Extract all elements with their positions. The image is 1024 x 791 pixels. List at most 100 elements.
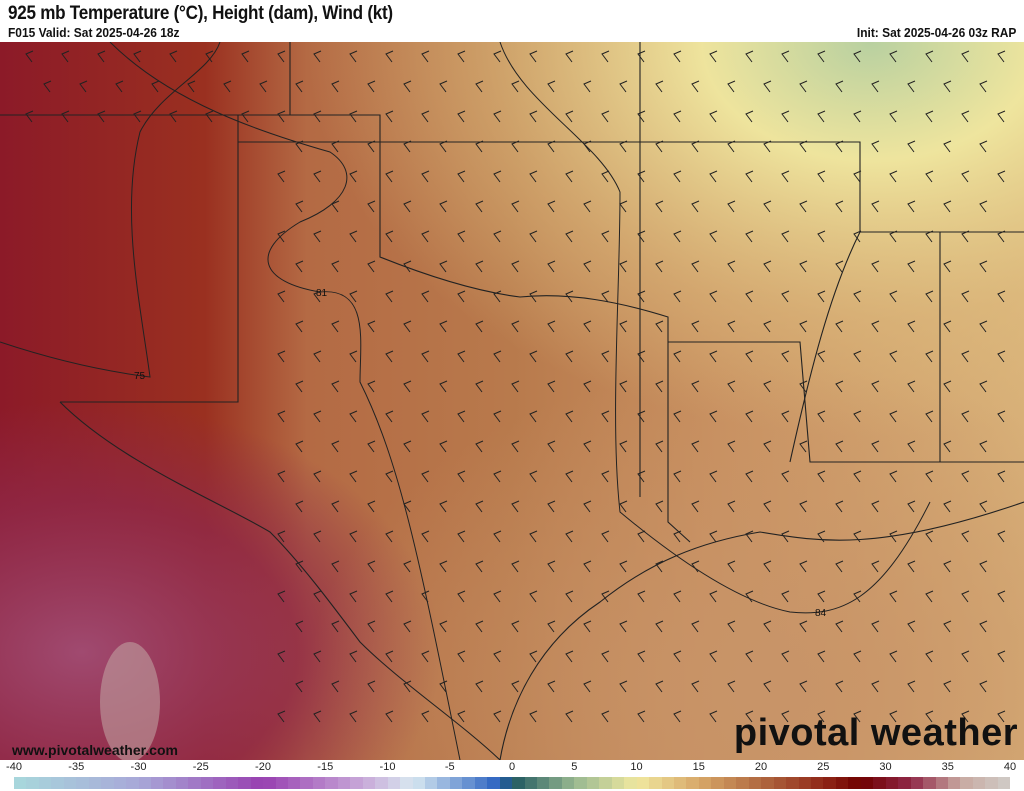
wind-barb [781,170,790,183]
wind-barb [763,560,772,573]
wind-barb [691,320,700,333]
wind-barb [727,320,736,333]
wind-barb [691,80,700,93]
wind-barb [421,50,430,63]
wind-barb [403,380,412,393]
map-title: 925 mb Temperature (°C), Height (dam), W… [8,3,393,24]
colorbar-swatch [997,777,1011,789]
wind-barb [511,260,520,273]
wind-barb [403,680,412,693]
wind-barb [979,200,988,213]
wind-barb [277,470,286,483]
wind-barb [367,680,376,693]
wind-barb [493,530,502,543]
colorbar-swatch [150,777,164,789]
wind-barb [565,350,574,363]
colorbar-swatch [761,777,774,789]
wind-barb [817,110,826,123]
wind-barb [169,110,178,123]
wind-barb [529,110,538,123]
wind-barb [277,530,286,543]
wind-barb [583,440,592,453]
wind-barb [421,230,430,243]
colorbar-tick: 35 [941,761,954,773]
wind-barb [871,260,880,273]
contour-label-84: 84 [815,608,827,619]
wind-barb [709,50,718,63]
wind-barb [457,290,466,303]
colorbar-swatch [424,777,438,789]
wind-barb [799,200,808,213]
wind-barb [979,380,988,393]
wind-barb [529,290,538,303]
wind-barb [493,470,502,483]
wind-barb [763,260,772,273]
wind-barb [565,590,574,603]
wind-barb [997,710,1006,723]
wind-barb [979,440,988,453]
wind-barb [619,140,628,153]
wind-barb [655,680,664,693]
wind-barb [349,50,358,63]
wind-barb [421,290,430,303]
wind-barb [745,110,754,123]
colorbar-swatch [63,777,77,789]
wind-barb [619,560,628,573]
colorbar-swatch [972,777,986,789]
wind-barb [997,410,1006,423]
wind-barb [961,170,970,183]
wind-barb [817,50,826,63]
colorbar-swatch [113,777,127,789]
wind-barb [925,170,934,183]
wind-barb [853,50,862,63]
colorbar-swatch [624,777,637,789]
wind-barb [475,380,484,393]
colorbar-swatch [462,777,475,789]
wind-barb [799,260,808,273]
wind-barb [907,500,916,513]
wind-barb [439,620,448,633]
wind-barb [745,470,754,483]
wind-barb [925,230,934,243]
state-borders [0,42,1024,760]
wind-barb [295,500,304,513]
wind-barb [655,200,664,213]
wind-barb [817,650,826,663]
wind-barb [277,350,286,363]
wind-barb [601,110,610,123]
wind-barb [799,80,808,93]
wind-barb [979,620,988,633]
colorbar-swatch [263,777,276,789]
wind-barb [367,440,376,453]
wind-barb [943,140,952,153]
wind-barb [421,710,430,723]
wind-barb [565,50,574,63]
colorbar-swatch [88,777,102,789]
colorbar-tick: 10 [630,761,643,773]
gulf-region [0,42,1024,760]
wind-barb [565,410,574,423]
wind-barb [727,380,736,393]
colorbar-swatch [325,777,338,789]
wind-barb [673,410,682,423]
wind-barb [313,110,322,123]
wind-barb [871,620,880,633]
wind-barb [475,440,484,453]
wind-barb [583,320,592,333]
wind-barb [871,140,880,153]
wind-barb [583,380,592,393]
wind-barb [745,710,754,723]
wind-barb [745,350,754,363]
wind-barb [853,410,862,423]
wind-barb [853,530,862,543]
colorbar-tick: 40 [1003,761,1017,773]
wind-barb [979,80,988,93]
wind-barb [943,680,952,693]
wind-barb [889,350,898,363]
wind-barb [277,290,286,303]
wind-barb [979,260,988,273]
wind-barb [511,200,520,213]
wind-barb [169,50,178,63]
wind-barb [511,440,520,453]
wind-barb [925,710,934,723]
